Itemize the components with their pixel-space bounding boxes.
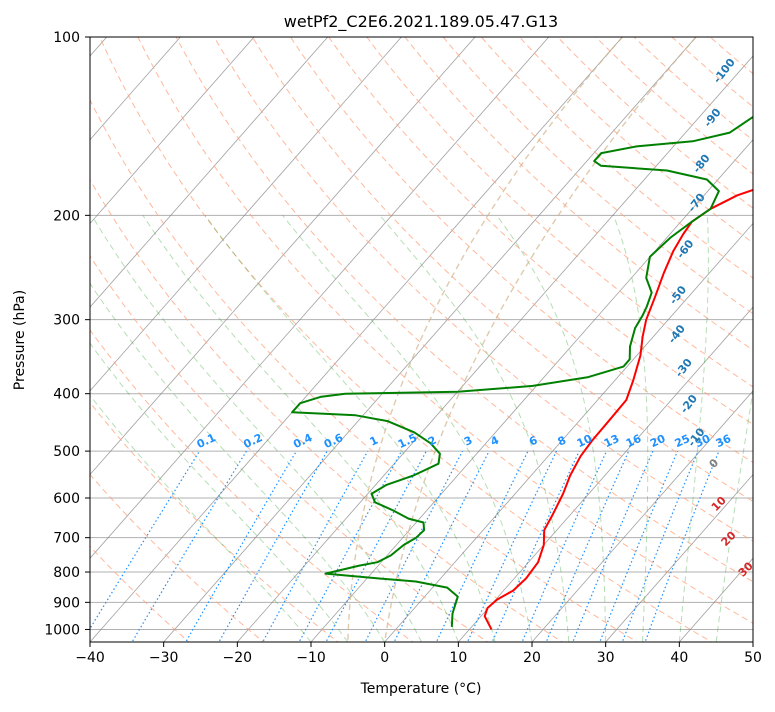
grid-layer: [90, 37, 753, 642]
dry-adiabat-line: [90, 545, 190, 642]
x-tick-label: −10: [296, 650, 326, 666]
y-axis-label: Pressure (hPa): [12, 290, 28, 390]
moist-adiabat-line: [90, 282, 386, 642]
moist-adiabat-line: [613, 215, 649, 642]
isotherm-line: [90, 37, 329, 308]
dry-adiabat-line: [90, 473, 265, 642]
dry-adiabat-line: [328, 37, 753, 425]
x-tick-label: 30: [597, 650, 615, 666]
isotherm-line: [90, 37, 623, 642]
mixing-ratio-label: 36: [714, 432, 734, 450]
mixing-ratio-line: [572, 450, 654, 642]
x-tick-label: 40: [670, 650, 688, 666]
moist-adiabat-line: [282, 214, 533, 642]
x-tick-label: 50: [744, 650, 762, 666]
moist-adiabat-line: [496, 215, 607, 642]
isotherm-line: [237, 55, 753, 642]
mixing-ratio-label: 30: [693, 432, 713, 450]
y-tick-label: 200: [53, 208, 80, 224]
mixing-ratio-line: [599, 450, 679, 642]
axes-background: [90, 37, 753, 642]
dry-adiabat-line: [90, 255, 489, 642]
dry-adiabat-line: [90, 401, 340, 642]
y-tick-label: 900: [53, 595, 80, 611]
mixing-ratio-label: 25: [673, 432, 692, 450]
mixing-ratio-label: 20: [648, 432, 668, 450]
dry-adiabat-line: [213, 37, 753, 542]
x-tick-label: −40: [75, 650, 105, 666]
mixing-ratio-line: [621, 450, 699, 642]
x-tick-label: 20: [523, 650, 541, 666]
curve-guide-line: [347, 37, 623, 642]
x-tick-label: 10: [449, 650, 467, 666]
dry-adiabat-line: [90, 178, 564, 642]
y-tick-label: 400: [53, 387, 80, 403]
x-tick-label: 0: [380, 650, 389, 666]
y-tick-label: 700: [53, 531, 80, 547]
mixing-ratio-line: [364, 450, 464, 642]
moist-adiabat-line: [204, 215, 496, 642]
dewpoint-profile-line: [291, 115, 753, 627]
moist-adiabat-line: [678, 215, 709, 642]
dry-adiabat-line: [137, 37, 753, 624]
mixing-ratio-line: [644, 450, 720, 642]
mixing-ratio-label: 16: [624, 432, 644, 450]
mixing-ratio-line: [185, 450, 297, 642]
dry-adiabat-line: [251, 37, 753, 503]
y-tick-label: 800: [53, 565, 80, 581]
dry-adiabat-line: [90, 98, 638, 642]
axes-frame: [89, 36, 754, 643]
mixing-ratio-line: [325, 450, 427, 642]
isotherm-line: [531, 390, 753, 642]
isotherm-line: [163, 37, 697, 642]
isotherm-line: [90, 37, 476, 476]
dry-adiabat-line: [175, 37, 753, 583]
dry-adiabat-line: [90, 329, 414, 642]
isotherm-line: [90, 37, 402, 392]
y-tick-label: 1000: [44, 622, 80, 638]
isotherm-line: [90, 37, 181, 141]
x-axis-label: Temperature (°C): [360, 681, 482, 697]
chart-title: wetPf2_C2E6.2021.189.05.47.G13: [284, 12, 558, 32]
moist-adiabat-line: [142, 215, 459, 642]
mixing-ratio-line: [466, 450, 558, 642]
temperature-profile-line: [483, 188, 753, 630]
dry-adiabat-line: [99, 37, 713, 642]
dry-adiabat-line: [289, 37, 753, 464]
y-tick-label: 600: [53, 491, 80, 507]
y-tick-label: 100: [53, 30, 80, 46]
curve-guide-line: [384, 37, 697, 642]
moist-adiabat-line: [379, 214, 570, 642]
tick-layer: −40 −30 −20 −10 0 10 20 30 40 50 100 200 300 400 500 60…: [44, 30, 762, 666]
dry-adiabat-line: [366, 37, 753, 388]
isotherm-line: [310, 139, 753, 642]
isotherm-line: [384, 222, 753, 642]
isotherm-line: [458, 306, 753, 642]
isotherm-line: [90, 37, 550, 559]
moist-adiabat-line: [715, 387, 753, 642]
y-tick-label: 500: [53, 444, 80, 460]
moist-adiabat-line: [90, 342, 349, 642]
moist-adiabat-line: [91, 215, 422, 642]
x-tick-label: −20: [223, 650, 253, 666]
mixing-ratio-line: [90, 450, 201, 630]
isotherm-line: [90, 37, 255, 225]
y-tick-label: 300: [53, 313, 80, 329]
isotherm-line: [605, 473, 753, 642]
mixing-ratio-label: 13: [602, 432, 621, 450]
mixing-ratio-line: [435, 450, 529, 642]
moist-adiabat-line: [90, 394, 312, 642]
x-tick-label: −30: [149, 650, 179, 666]
mixing-ratio-label: 10: [575, 432, 595, 450]
series-layer: [291, 115, 753, 630]
mixing-ratio-line: [298, 450, 403, 642]
